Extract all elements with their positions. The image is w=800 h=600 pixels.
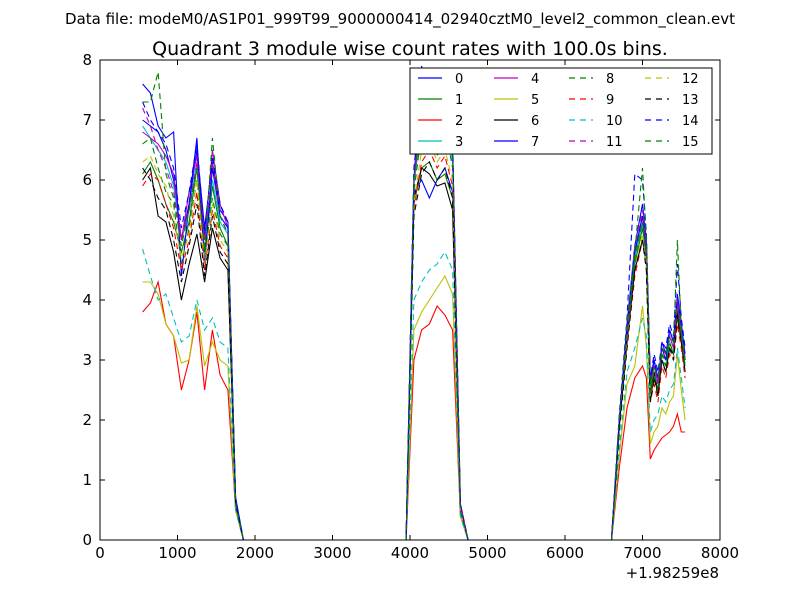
series-15-line <box>142 71 244 540</box>
series-15-line <box>610 167 686 540</box>
tick-layer: 0 1000 2000 3000 4000 5000 6000 7000 80000123456… <box>82 51 739 562</box>
series-14-line <box>610 172 686 540</box>
legend-label-6: 6 <box>531 114 539 129</box>
plot-frame <box>99 59 721 541</box>
y-tick-label: 4 <box>82 291 92 309</box>
legend-label-14: 14 <box>682 114 699 129</box>
legend-label-10: 10 <box>606 114 623 129</box>
legend-label-4: 4 <box>531 72 539 87</box>
y-tick-label: 7 <box>82 111 92 129</box>
series-10-line <box>142 248 244 540</box>
legend-label-7: 7 <box>531 135 539 150</box>
series-2-line <box>610 364 686 540</box>
legend-label-2: 2 <box>455 114 463 129</box>
y-tick-label: 6 <box>82 171 92 189</box>
legend-label-11: 11 <box>606 135 623 150</box>
y-tick-label: 2 <box>82 411 92 429</box>
legend-label-15: 15 <box>682 135 699 150</box>
legend-label-0: 0 <box>455 72 463 87</box>
x-tick-label: 7000 <box>623 544 661 562</box>
series-13-line <box>610 239 686 540</box>
x-tick-label: 2000 <box>236 544 274 562</box>
legend-label-1: 1 <box>455 93 463 108</box>
series-10-line <box>610 317 686 540</box>
x-offset-label: +1.98259e8 <box>626 564 719 582</box>
data-file-label: Data file: modeM0/AS1P01_999T99_90000004… <box>65 10 735 29</box>
legend-label-3: 3 <box>455 135 463 150</box>
series-9-line <box>610 239 686 540</box>
series-5-line <box>610 305 686 540</box>
series-12-line <box>142 155 244 540</box>
y-tick-label: 8 <box>82 51 92 69</box>
x-tick-label: 6000 <box>546 544 584 562</box>
chart-title: Quadrant 3 module wise count rates with … <box>152 38 668 60</box>
y-tick-label: 5 <box>82 231 92 249</box>
series-9-line <box>142 173 244 540</box>
series-11-line <box>142 107 244 540</box>
x-tick-label: 8000 <box>701 544 739 562</box>
series-layer <box>142 65 686 540</box>
x-tick-label: 3000 <box>313 544 351 562</box>
x-tick-label: 1000 <box>158 544 196 562</box>
x-tick-label: 0 <box>95 544 105 562</box>
series-6-line <box>142 166 244 540</box>
series-10-line <box>405 250 469 540</box>
series-5-line <box>405 274 469 540</box>
legend-label-13: 13 <box>682 93 699 108</box>
legend-label-9: 9 <box>606 93 614 108</box>
series-14-line <box>142 101 244 540</box>
y-tick-label: 0 <box>82 531 92 549</box>
series-13-line <box>142 167 244 540</box>
x-tick-label: 5000 <box>468 544 506 562</box>
legend-label-5: 5 <box>531 93 539 108</box>
y-tick-label: 3 <box>82 351 92 369</box>
x-tick-label: 4000 <box>391 544 429 562</box>
y-tick-label: 1 <box>82 471 92 489</box>
legend-box <box>409 67 713 155</box>
legend-label-12: 12 <box>682 72 699 87</box>
legend-label-8: 8 <box>606 72 614 87</box>
